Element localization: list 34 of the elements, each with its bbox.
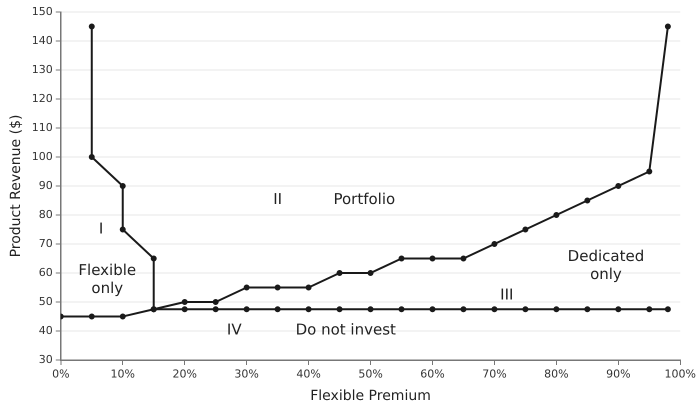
- y-tick-label: 90: [38, 178, 53, 192]
- y-tick-label: 150: [32, 4, 53, 18]
- y-tick-label: 110: [32, 120, 53, 134]
- y-tick-label: 120: [32, 92, 53, 105]
- y-tick-label: 50: [38, 294, 53, 308]
- y-tick-label: 30: [38, 352, 53, 366]
- annotation: II: [273, 190, 282, 208]
- annotation: Dedicated only: [568, 246, 644, 283]
- x-tick-label: 80%: [544, 367, 569, 380]
- annotation: III: [500, 286, 514, 304]
- x-tick-label: 0%: [52, 367, 70, 380]
- y-tick-label: 100: [32, 150, 53, 163]
- x-axis-title: Flexible Premium: [310, 388, 431, 404]
- annotation: I: [98, 219, 104, 238]
- x-tick-label: 40%: [296, 367, 321, 380]
- y-tick-label: 80: [38, 208, 53, 221]
- x-tick-label: 20%: [172, 367, 197, 380]
- x-tick-label: 10%: [110, 367, 135, 380]
- annotation: Portfolio: [333, 190, 396, 208]
- annotation: Flexible only: [78, 260, 136, 297]
- x-tick-label: 90%: [606, 367, 631, 380]
- x-tick-label: 60%: [420, 367, 445, 380]
- y-axis-title: Product Revenue ($): [8, 114, 24, 258]
- x-tick-label: 70%: [482, 367, 507, 380]
- x-tick-label: 100%: [664, 367, 696, 380]
- annotation: IV: [226, 320, 242, 338]
- y-tick-label: 70: [38, 236, 53, 250]
- y-tick-label: 140: [32, 34, 53, 47]
- y-tick-label: 60: [38, 266, 53, 279]
- x-tick-label: 50%: [358, 367, 383, 380]
- y-tick-label: 130: [32, 62, 53, 76]
- y-tick-label: 40: [38, 324, 53, 337]
- annotation: Do not invest: [296, 320, 396, 338]
- x-tick-label: 30%: [234, 367, 259, 380]
